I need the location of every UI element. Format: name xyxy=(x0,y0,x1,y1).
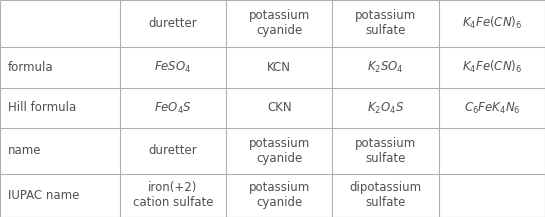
Text: potassium
cyanide: potassium cyanide xyxy=(249,137,310,165)
Text: $K_2SO_4$: $K_2SO_4$ xyxy=(367,60,404,75)
Text: duretter: duretter xyxy=(149,144,197,157)
Text: iron(+2)
cation sulfate: iron(+2) cation sulfate xyxy=(133,181,213,209)
Text: KCN: KCN xyxy=(267,61,292,74)
Text: $K_4Fe(CN)_6$: $K_4Fe(CN)_6$ xyxy=(462,15,522,31)
Text: $K_2O_4S$: $K_2O_4S$ xyxy=(367,100,404,115)
Text: potassium
cyanide: potassium cyanide xyxy=(249,9,310,37)
Text: $FeSO_4$: $FeSO_4$ xyxy=(154,60,192,75)
Text: Hill formula: Hill formula xyxy=(8,102,76,114)
Text: duretter: duretter xyxy=(149,17,197,30)
Text: $K_4Fe(CN)_6$: $K_4Fe(CN)_6$ xyxy=(462,59,522,75)
Text: IUPAC name: IUPAC name xyxy=(8,189,80,202)
Text: name: name xyxy=(8,144,41,157)
Text: dipotassium
sulfate: dipotassium sulfate xyxy=(349,181,422,209)
Text: potassium
cyanide: potassium cyanide xyxy=(249,181,310,209)
Text: potassium
sulfate: potassium sulfate xyxy=(355,9,416,37)
Text: $FeO_4S$: $FeO_4S$ xyxy=(154,100,192,115)
Text: formula: formula xyxy=(8,61,54,74)
Text: $C_6FeK_4N_6$: $C_6FeK_4N_6$ xyxy=(464,100,520,115)
Text: potassium
sulfate: potassium sulfate xyxy=(355,137,416,165)
Text: CKN: CKN xyxy=(267,102,292,114)
